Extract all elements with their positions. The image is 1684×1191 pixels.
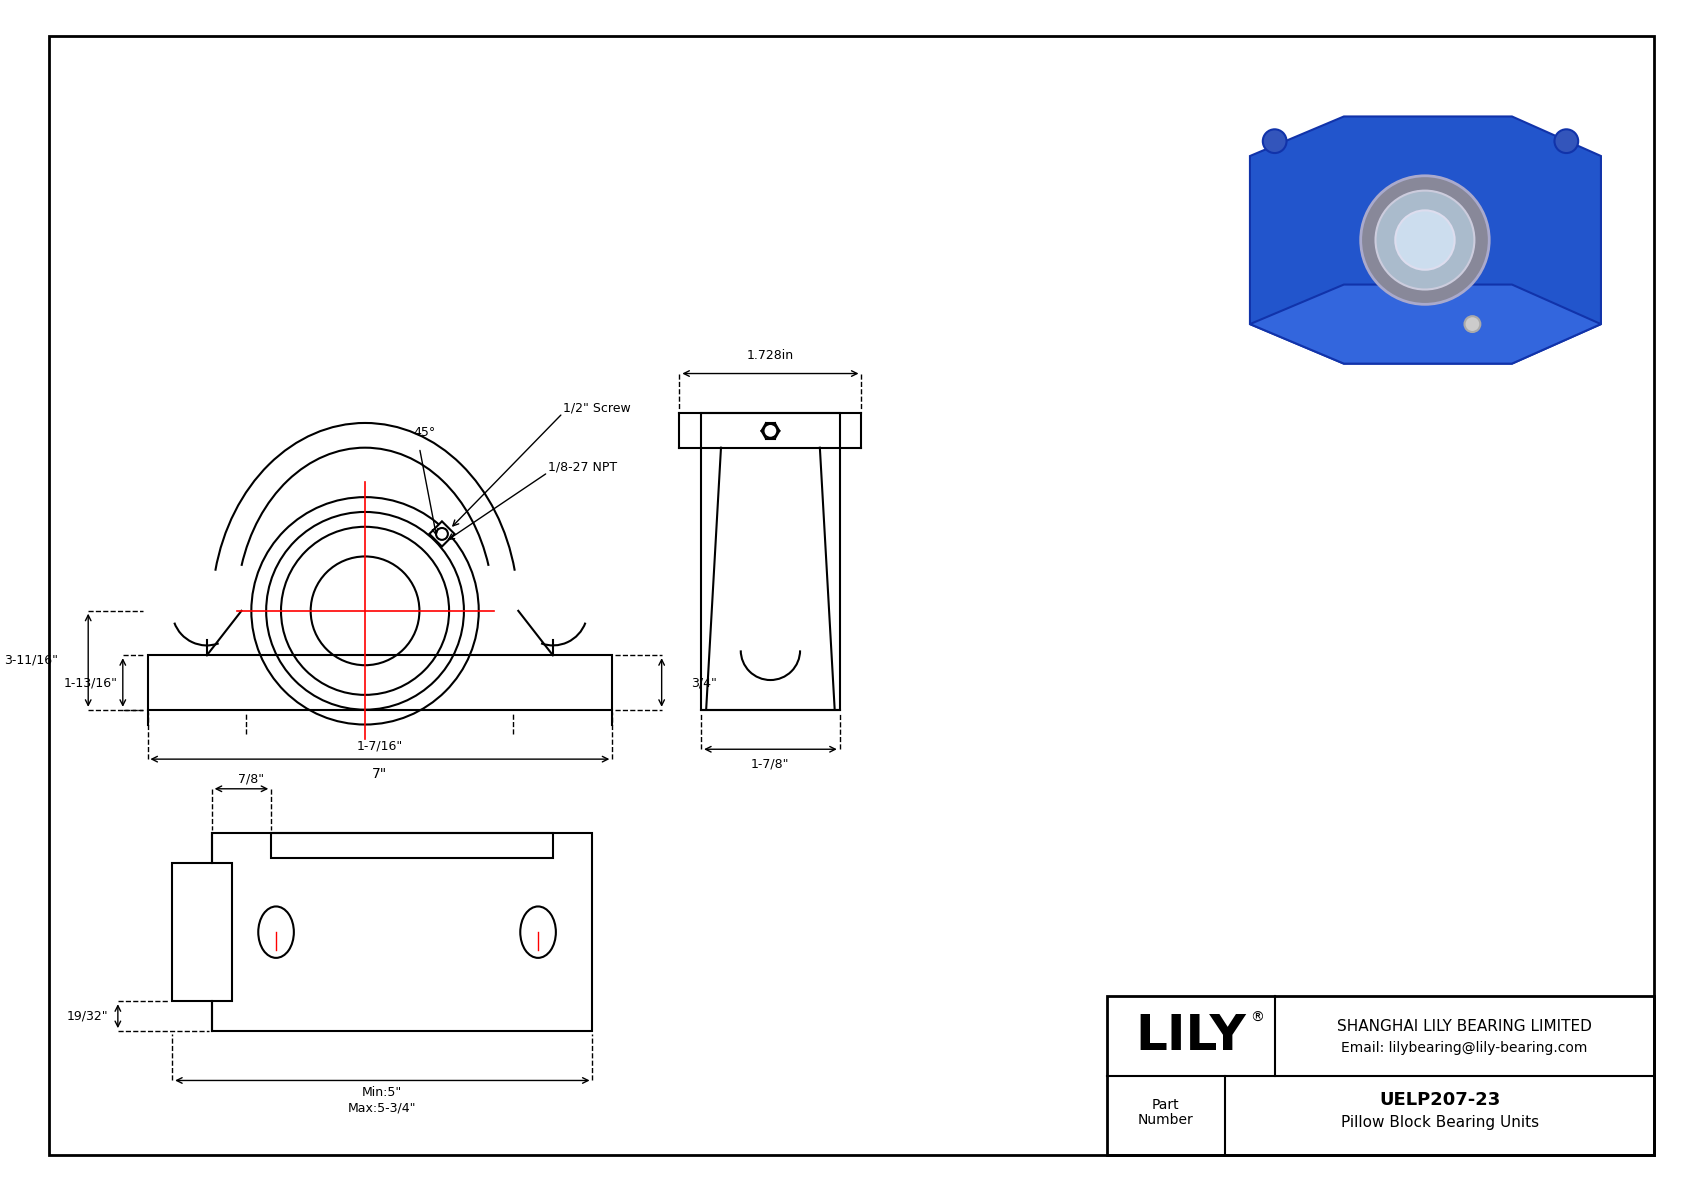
- Text: 19/32": 19/32": [66, 1010, 108, 1023]
- Bar: [429, 522, 455, 547]
- Polygon shape: [1250, 117, 1601, 363]
- Text: Part: Part: [1152, 1098, 1180, 1112]
- Bar: [271, 834, 552, 858]
- Text: Pillow Block Bearing Units: Pillow Block Bearing Units: [1340, 1116, 1539, 1130]
- Text: Number: Number: [1138, 1114, 1194, 1127]
- Text: 1/8-27 NPT: 1/8-27 NPT: [547, 461, 616, 474]
- Text: 1-7/16": 1-7/16": [357, 740, 402, 753]
- Text: LILY: LILY: [1135, 1012, 1246, 1060]
- Circle shape: [1263, 130, 1287, 154]
- Circle shape: [1361, 176, 1489, 305]
- Text: 1-13/16": 1-13/16": [64, 676, 118, 690]
- Text: 7/8": 7/8": [237, 773, 264, 785]
- Bar: [172, 863, 232, 1002]
- Circle shape: [1465, 316, 1480, 332]
- Text: 1/2" Screw: 1/2" Screw: [562, 401, 630, 414]
- Text: 1-7/8": 1-7/8": [751, 757, 790, 771]
- Circle shape: [1376, 191, 1475, 289]
- Bar: [1106, 997, 1654, 1154]
- Text: 3/4": 3/4": [692, 676, 717, 690]
- Text: 7": 7": [372, 767, 387, 781]
- Text: Max:5-3/4": Max:5-3/4": [349, 1102, 416, 1115]
- Text: 1.728in: 1.728in: [748, 349, 793, 362]
- Text: Email: lilybearing@lily-bearing.com: Email: lilybearing@lily-bearing.com: [1342, 1041, 1588, 1055]
- Text: 3-11/16": 3-11/16": [5, 654, 59, 667]
- Text: 45°: 45°: [413, 426, 436, 439]
- Circle shape: [1396, 211, 1455, 269]
- Bar: [212, 834, 593, 1031]
- Circle shape: [1554, 130, 1578, 154]
- Text: Min:5": Min:5": [362, 1086, 402, 1099]
- Polygon shape: [1250, 285, 1601, 363]
- Text: ®: ®: [1250, 1011, 1263, 1025]
- Text: UELP207-23: UELP207-23: [1379, 1091, 1500, 1109]
- Text: SHANGHAI LILY BEARING LIMITED: SHANGHAI LILY BEARING LIMITED: [1337, 1018, 1591, 1034]
- Bar: [701, 413, 840, 710]
- Bar: [148, 655, 613, 710]
